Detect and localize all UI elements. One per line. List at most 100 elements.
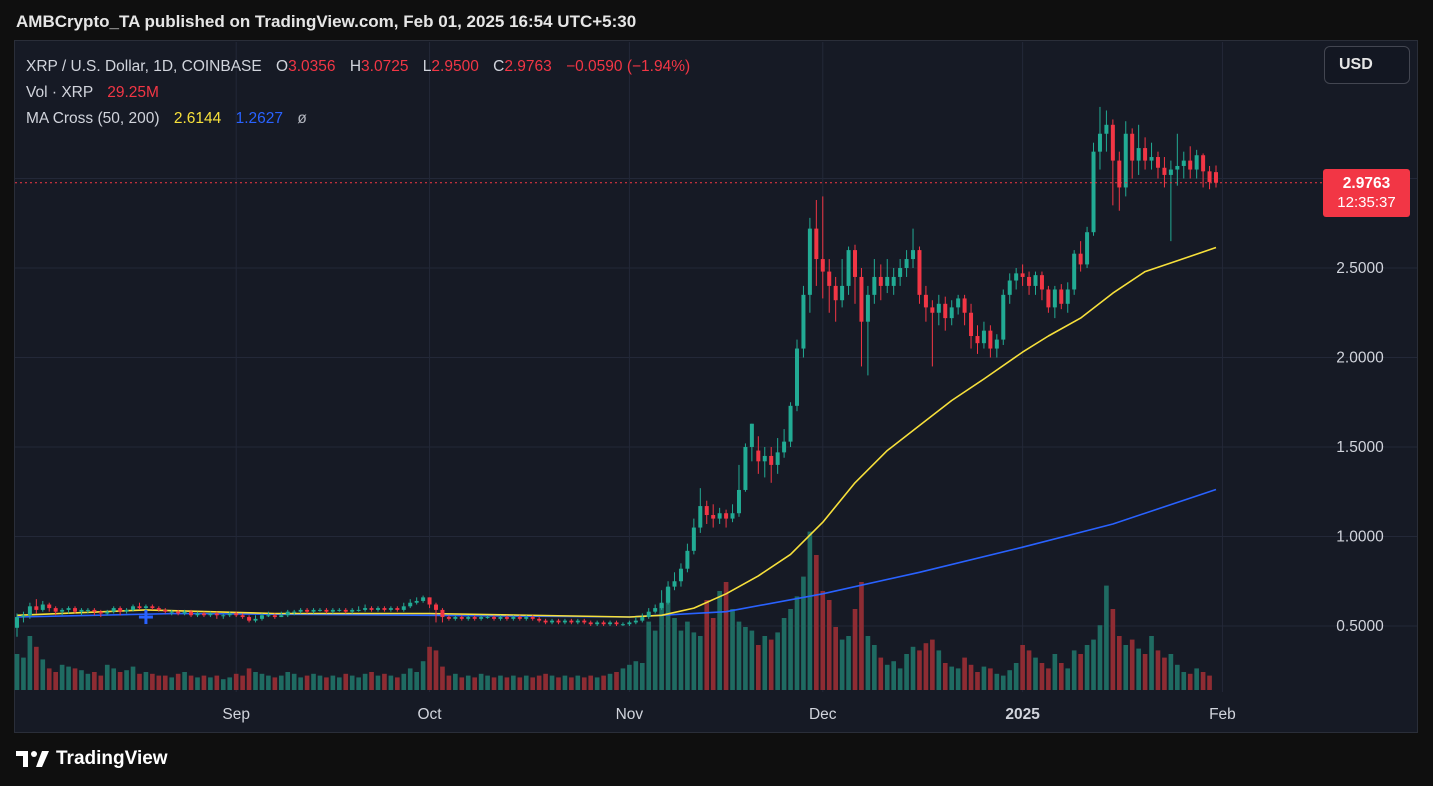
candle-body (936, 303, 941, 313)
volume-bar (904, 654, 909, 690)
candle-body (1155, 157, 1160, 168)
volume-bar (324, 677, 329, 690)
volume-bar (1110, 609, 1116, 690)
volume-bar (472, 677, 478, 690)
low-value: 2.9500 (431, 58, 479, 75)
candle-body (930, 307, 935, 313)
candle-body (163, 609, 168, 612)
candle-body (569, 620, 574, 623)
volume-bar (1129, 639, 1135, 690)
candle-body (775, 452, 780, 465)
volume-bar (523, 675, 529, 690)
volume-bar (130, 666, 136, 690)
volume-bar (278, 675, 284, 690)
volume-bar (646, 621, 652, 690)
candle-body (21, 615, 26, 618)
high-label: H (349, 58, 362, 75)
ohlc-row: XRP / U.S. Dollar, 1D, COINBASE O3.0356 … (26, 54, 690, 80)
volume-bar (942, 663, 948, 690)
candle-body (124, 609, 129, 612)
candle-body (1207, 171, 1212, 183)
candle-body (1149, 157, 1154, 161)
candle-body (691, 527, 696, 551)
last-price-value: 2.9763 (1342, 175, 1391, 192)
candle-body (698, 506, 703, 528)
volume-bar (652, 630, 658, 690)
volume-bar (272, 677, 278, 690)
candle-body (846, 250, 851, 286)
volume-bar (498, 675, 503, 690)
tradingview-brand[interactable]: TradingView (16, 748, 168, 770)
candle-body (363, 608, 368, 610)
candle-body (588, 622, 593, 625)
candle-body (620, 624, 625, 626)
candle-body (704, 506, 709, 516)
candle-body (453, 617, 458, 619)
volume-bar (691, 632, 697, 690)
volume-bar (1000, 675, 1006, 690)
volume-row: Vol · XRP 29.25M (26, 80, 690, 106)
candle-body (601, 622, 606, 625)
candle-body (627, 622, 632, 625)
volume-bar (246, 668, 252, 690)
ma-cross-label[interactable]: MA Cross (50, 200) (26, 110, 160, 127)
candle-body (1143, 148, 1148, 161)
volume-bar (175, 673, 181, 690)
volume-bar (801, 576, 806, 690)
symbol-label[interactable]: XRP / U.S. Dollar, 1D, COINBASE (26, 58, 262, 75)
candle-body (1046, 289, 1051, 308)
volume-bar (775, 632, 780, 690)
volume-bar (1162, 657, 1167, 690)
volume-bar (34, 646, 39, 690)
volume-bar (349, 675, 355, 690)
volume-bar (1116, 636, 1122, 690)
volume-bar (1026, 650, 1032, 690)
candle-countdown: 12:35:37 (1337, 194, 1396, 211)
candle-body (40, 604, 45, 610)
volume-bar (1136, 648, 1141, 690)
ma50-line (16, 246, 1217, 618)
ma-row: MA Cross (50, 200) 2.6144 1.2627 ø (26, 106, 690, 132)
candle-body (743, 447, 748, 490)
candle-body (794, 348, 799, 406)
volume-label[interactable]: Vol · XRP (26, 84, 93, 101)
candle-body (150, 606, 155, 609)
y-tick-label: 2.0000 (1336, 350, 1384, 367)
volume-bar (723, 582, 729, 690)
volume-bar (420, 661, 426, 690)
candle-body (840, 285, 845, 301)
volume-bar (1142, 654, 1148, 690)
candle-body (401, 606, 406, 610)
volume-bar (201, 675, 207, 690)
candle-body (195, 613, 200, 616)
ma-hidden-icon[interactable]: ø (297, 110, 307, 127)
volume-bar (298, 677, 303, 690)
volume-bar (755, 645, 761, 690)
candle-body (749, 423, 754, 447)
candle-body (1110, 124, 1115, 161)
candle-body (891, 276, 896, 286)
candle-body (240, 615, 245, 618)
candle-body (608, 622, 613, 625)
volume-bar (330, 675, 336, 690)
candle-body (756, 450, 761, 462)
currency-button[interactable]: USD (1324, 46, 1410, 84)
y-tick-label: 0.5000 (1336, 618, 1384, 635)
candle-body (498, 617, 503, 619)
volume-bar (66, 666, 71, 690)
change-value: −0.0590 (−1.94%) (566, 58, 691, 75)
volume-bar (865, 636, 871, 690)
volume-bar (884, 664, 890, 690)
volume-bar (208, 677, 213, 690)
candle-body (208, 613, 213, 616)
close-label: C (493, 58, 505, 75)
volume-bar (678, 630, 684, 690)
volume-bar (820, 591, 826, 690)
candle-body (1065, 289, 1070, 304)
candle-body (1085, 232, 1090, 265)
volume-bar (955, 668, 961, 690)
volume-bar (240, 675, 245, 690)
volume-bar (549, 675, 555, 690)
candle-body (956, 298, 961, 308)
